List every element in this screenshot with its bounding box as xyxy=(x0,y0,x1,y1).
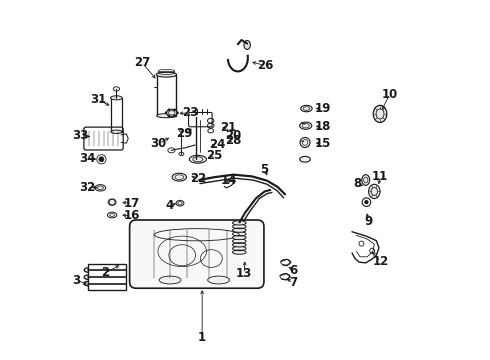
Text: 28: 28 xyxy=(225,134,242,147)
Text: 11: 11 xyxy=(372,170,388,183)
Ellipse shape xyxy=(113,87,120,91)
Bar xyxy=(111,98,122,132)
Text: 19: 19 xyxy=(315,102,331,115)
Ellipse shape xyxy=(179,152,184,156)
Ellipse shape xyxy=(111,130,122,134)
Circle shape xyxy=(369,248,375,253)
Ellipse shape xyxy=(300,157,310,162)
Circle shape xyxy=(173,109,176,111)
Text: 10: 10 xyxy=(382,88,398,101)
Text: 18: 18 xyxy=(315,120,331,133)
Ellipse shape xyxy=(208,276,230,284)
Ellipse shape xyxy=(373,105,387,122)
Text: 20: 20 xyxy=(225,129,242,142)
Text: 34: 34 xyxy=(79,152,95,165)
Ellipse shape xyxy=(232,250,246,254)
Ellipse shape xyxy=(180,129,183,132)
Text: 1: 1 xyxy=(198,332,206,345)
Text: 24: 24 xyxy=(209,139,225,152)
Text: 8: 8 xyxy=(353,177,362,190)
Text: 14: 14 xyxy=(220,174,237,187)
Text: 5: 5 xyxy=(261,163,269,176)
Ellipse shape xyxy=(108,199,116,205)
Ellipse shape xyxy=(172,173,186,181)
Ellipse shape xyxy=(301,105,312,112)
Text: 25: 25 xyxy=(206,149,223,162)
Ellipse shape xyxy=(189,156,206,163)
Text: 9: 9 xyxy=(364,215,372,228)
Ellipse shape xyxy=(232,243,246,247)
Bar xyxy=(157,75,176,116)
Text: 31: 31 xyxy=(90,93,106,106)
Ellipse shape xyxy=(362,175,369,185)
Text: 13: 13 xyxy=(236,267,252,280)
Ellipse shape xyxy=(159,276,181,284)
Ellipse shape xyxy=(176,201,184,206)
Text: 32: 32 xyxy=(79,181,95,194)
Text: 29: 29 xyxy=(176,127,193,140)
Text: 23: 23 xyxy=(183,106,199,120)
Text: 15: 15 xyxy=(315,137,331,150)
Text: 16: 16 xyxy=(123,209,140,222)
Ellipse shape xyxy=(167,109,177,116)
Ellipse shape xyxy=(244,41,250,49)
Ellipse shape xyxy=(232,228,246,232)
Circle shape xyxy=(176,112,178,114)
Ellipse shape xyxy=(300,122,312,129)
Text: 30: 30 xyxy=(150,137,167,150)
Circle shape xyxy=(165,112,167,114)
Text: 4: 4 xyxy=(166,198,174,212)
Ellipse shape xyxy=(300,138,310,148)
Circle shape xyxy=(359,241,364,246)
Text: 2: 2 xyxy=(101,266,110,279)
Circle shape xyxy=(365,201,368,204)
Circle shape xyxy=(173,115,176,117)
Text: 27: 27 xyxy=(134,56,150,69)
FancyBboxPatch shape xyxy=(130,220,264,288)
Ellipse shape xyxy=(232,221,246,225)
Bar xyxy=(88,264,126,290)
Text: 12: 12 xyxy=(372,255,389,268)
Text: 7: 7 xyxy=(289,276,297,289)
Text: 21: 21 xyxy=(220,121,236,134)
Text: 22: 22 xyxy=(190,172,206,185)
Ellipse shape xyxy=(368,184,380,199)
Ellipse shape xyxy=(156,72,176,77)
Text: 3: 3 xyxy=(73,274,80,287)
Text: 6: 6 xyxy=(289,264,297,276)
Ellipse shape xyxy=(95,185,106,191)
Circle shape xyxy=(99,157,104,162)
Ellipse shape xyxy=(232,235,246,240)
Text: 17: 17 xyxy=(123,197,140,210)
Ellipse shape xyxy=(111,96,122,100)
Ellipse shape xyxy=(107,212,117,218)
Circle shape xyxy=(168,109,170,111)
Text: 33: 33 xyxy=(73,129,89,142)
Ellipse shape xyxy=(157,114,176,118)
Circle shape xyxy=(168,115,170,117)
Text: 26: 26 xyxy=(258,59,274,72)
